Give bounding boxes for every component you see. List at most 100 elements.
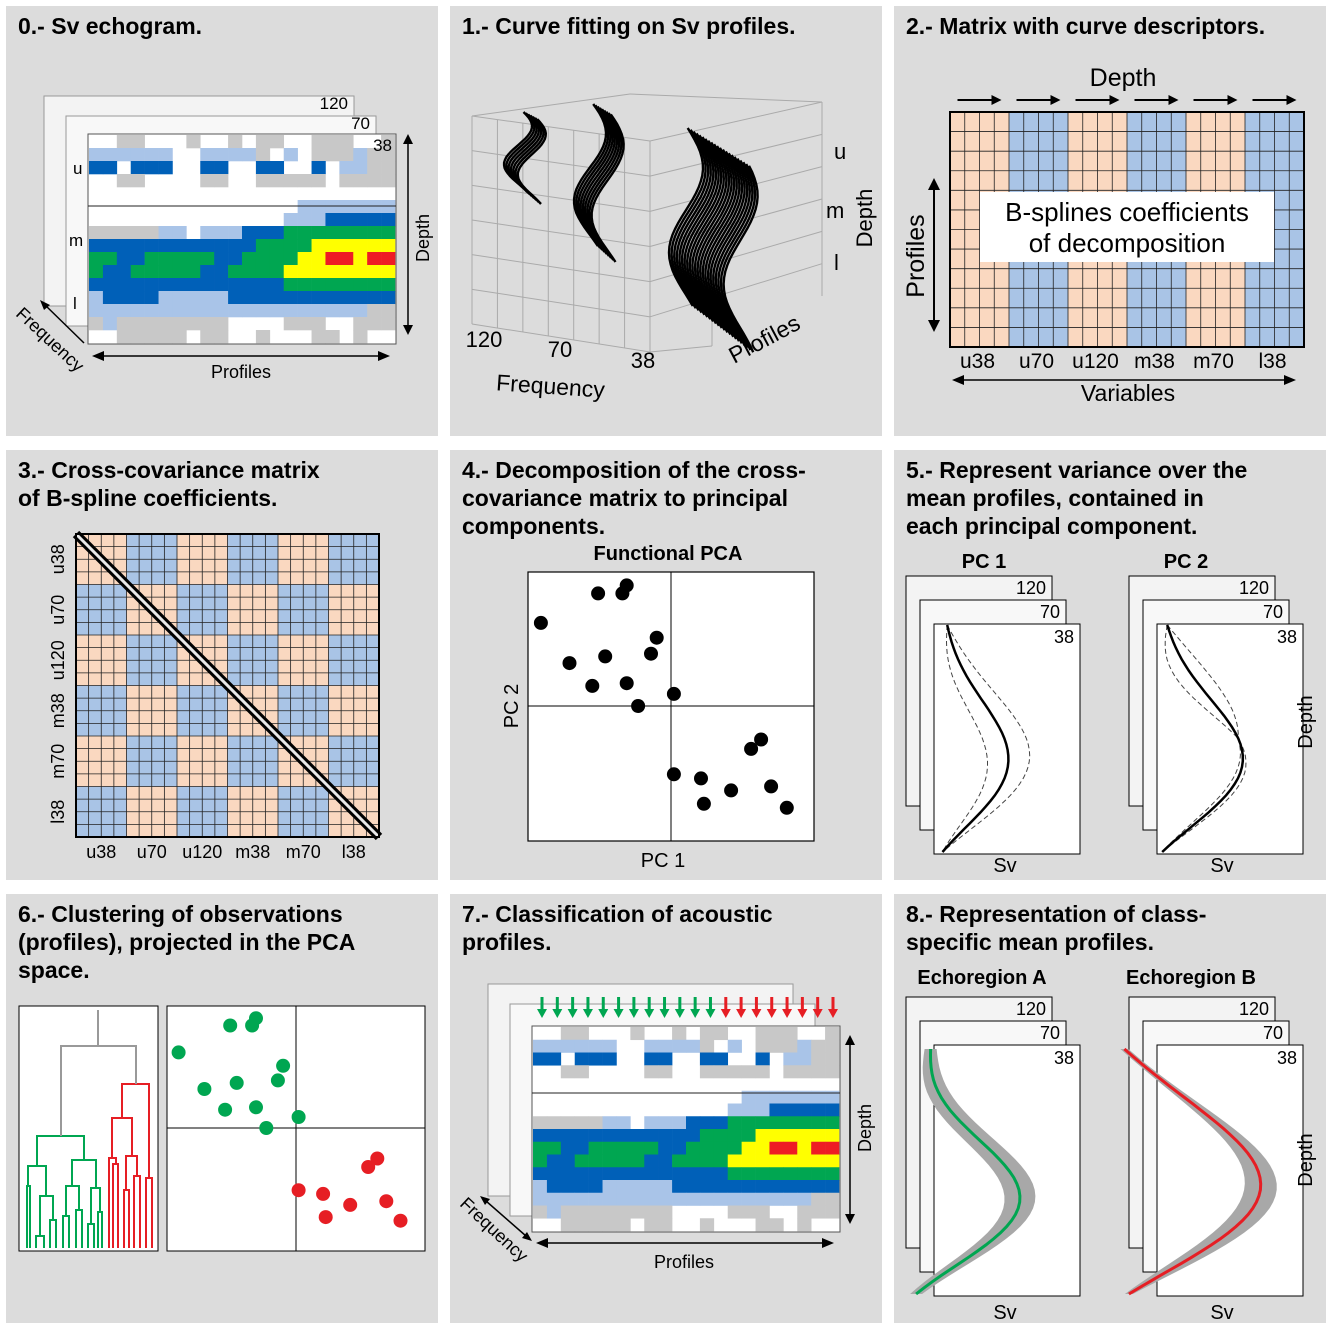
depth-arrow-head	[1168, 95, 1179, 105]
echogram-cell	[89, 161, 104, 175]
echogram-cell	[130, 174, 145, 188]
echogram-cell	[630, 1180, 645, 1194]
fitted-curve	[693, 145, 731, 329]
column-label: m38	[235, 842, 270, 862]
column-label: m38	[1134, 350, 1175, 373]
echogram-cell	[602, 1167, 617, 1181]
fitted-curve	[667, 127, 705, 307]
echogram-cell	[325, 304, 340, 318]
freq-label: 120	[1239, 578, 1269, 598]
fitted-curve	[680, 136, 718, 318]
echogram-cell	[130, 226, 145, 240]
echogram-cell	[89, 317, 104, 331]
echogram-cell	[727, 1167, 742, 1181]
echogram-cell	[755, 1180, 770, 1194]
depth-arrow-head	[1286, 95, 1297, 105]
echogram-cell	[158, 330, 173, 344]
cluster-point	[318, 1210, 333, 1225]
echogram-cell	[297, 278, 312, 292]
column-label: m70	[286, 842, 321, 862]
echogram-cell	[200, 161, 215, 175]
depth-arrows	[957, 95, 1297, 105]
echogram-cell	[89, 239, 104, 253]
echogram-cell	[242, 291, 257, 305]
echogram-cell	[381, 135, 396, 149]
echogram-cell	[144, 265, 159, 279]
echogram-cell	[381, 213, 396, 227]
echogram-cell	[367, 252, 382, 266]
echogram-cell	[783, 1141, 798, 1155]
variance-plus	[942, 624, 1031, 853]
echogram-cell	[811, 1116, 826, 1130]
echogram-cell	[353, 278, 368, 292]
depth-arrow-head	[991, 95, 1002, 105]
echogram-cell	[269, 161, 285, 175]
depth-label: Depth	[855, 1104, 875, 1152]
box-gridline	[649, 345, 713, 353]
echogram-cell	[353, 265, 368, 279]
echogram-cell	[381, 317, 396, 331]
frame-front	[1156, 1044, 1304, 1297]
x-axis-label: PC 1	[641, 850, 685, 872]
echogram-cell	[242, 239, 257, 253]
echogram-cell	[602, 1180, 617, 1194]
echogram-cell	[130, 304, 145, 318]
echogram-cell	[616, 1116, 631, 1130]
depth-label: Depth	[852, 189, 877, 248]
echogram-cell	[644, 1180, 659, 1194]
echogram-cell	[339, 174, 354, 188]
echogram-cell	[144, 278, 159, 292]
echogram-cell	[811, 1154, 826, 1168]
echogram-cell	[89, 278, 104, 292]
echogram-cell	[89, 252, 104, 266]
panel-title: 1.- Curve fitting on Sv profiles.	[462, 13, 796, 39]
echogram-cell	[172, 239, 187, 253]
class-arrow-head	[537, 1009, 547, 1018]
echogram-cell	[269, 265, 285, 279]
echogram-cell	[339, 278, 354, 292]
echogram-cell	[755, 1141, 770, 1155]
echogram-cell	[658, 1116, 673, 1130]
variance-minus	[1161, 624, 1247, 853]
fitted-curve	[590, 113, 625, 263]
echogram-cell	[755, 1039, 770, 1053]
echogram-cell	[283, 239, 298, 253]
echogram-cell	[686, 1167, 701, 1181]
echogram-cell	[186, 252, 201, 266]
echogram-cell	[783, 1027, 798, 1041]
pca-point	[644, 646, 658, 661]
echogram-cell	[797, 1103, 812, 1117]
panel-title: 3.- Cross-covariance matrix of B-spline …	[18, 457, 320, 511]
echogram-cell	[713, 1129, 729, 1143]
profiles-label: Profiles	[724, 309, 804, 368]
echogram-cell	[811, 1180, 826, 1194]
echogram-cell	[797, 1039, 812, 1053]
echogram-cell	[713, 1027, 729, 1041]
echogram-cell	[242, 304, 257, 318]
box-gridline	[471, 219, 651, 247]
echogram-cell	[699, 1154, 715, 1168]
echogram-cell	[699, 1027, 715, 1041]
echogram-cell	[339, 252, 354, 266]
echogram-cell	[546, 1167, 562, 1181]
layer-label-l: l	[834, 250, 839, 275]
pca-point	[696, 796, 711, 811]
echogram-cell	[255, 226, 271, 240]
echogram-cell	[797, 1090, 812, 1104]
echogram-cell	[755, 1027, 770, 1041]
echogram-cell	[825, 1090, 840, 1104]
subplot-title-pc1: PC 1	[962, 551, 1006, 573]
echogram-cell	[228, 135, 243, 149]
echogram-cell	[297, 213, 312, 227]
echogram-cell	[741, 1103, 756, 1117]
row-label: u70	[48, 595, 68, 625]
echogram-cell	[130, 239, 145, 253]
echogram-cell	[311, 161, 326, 175]
freq-label-120: 120	[320, 94, 348, 113]
echogram-cell	[783, 1103, 798, 1117]
echogram-cell	[546, 1141, 562, 1155]
echogram-cell	[242, 278, 257, 292]
echogram-cell	[283, 265, 298, 279]
echogram-cell	[658, 1154, 673, 1168]
echogram-cell	[311, 174, 326, 188]
